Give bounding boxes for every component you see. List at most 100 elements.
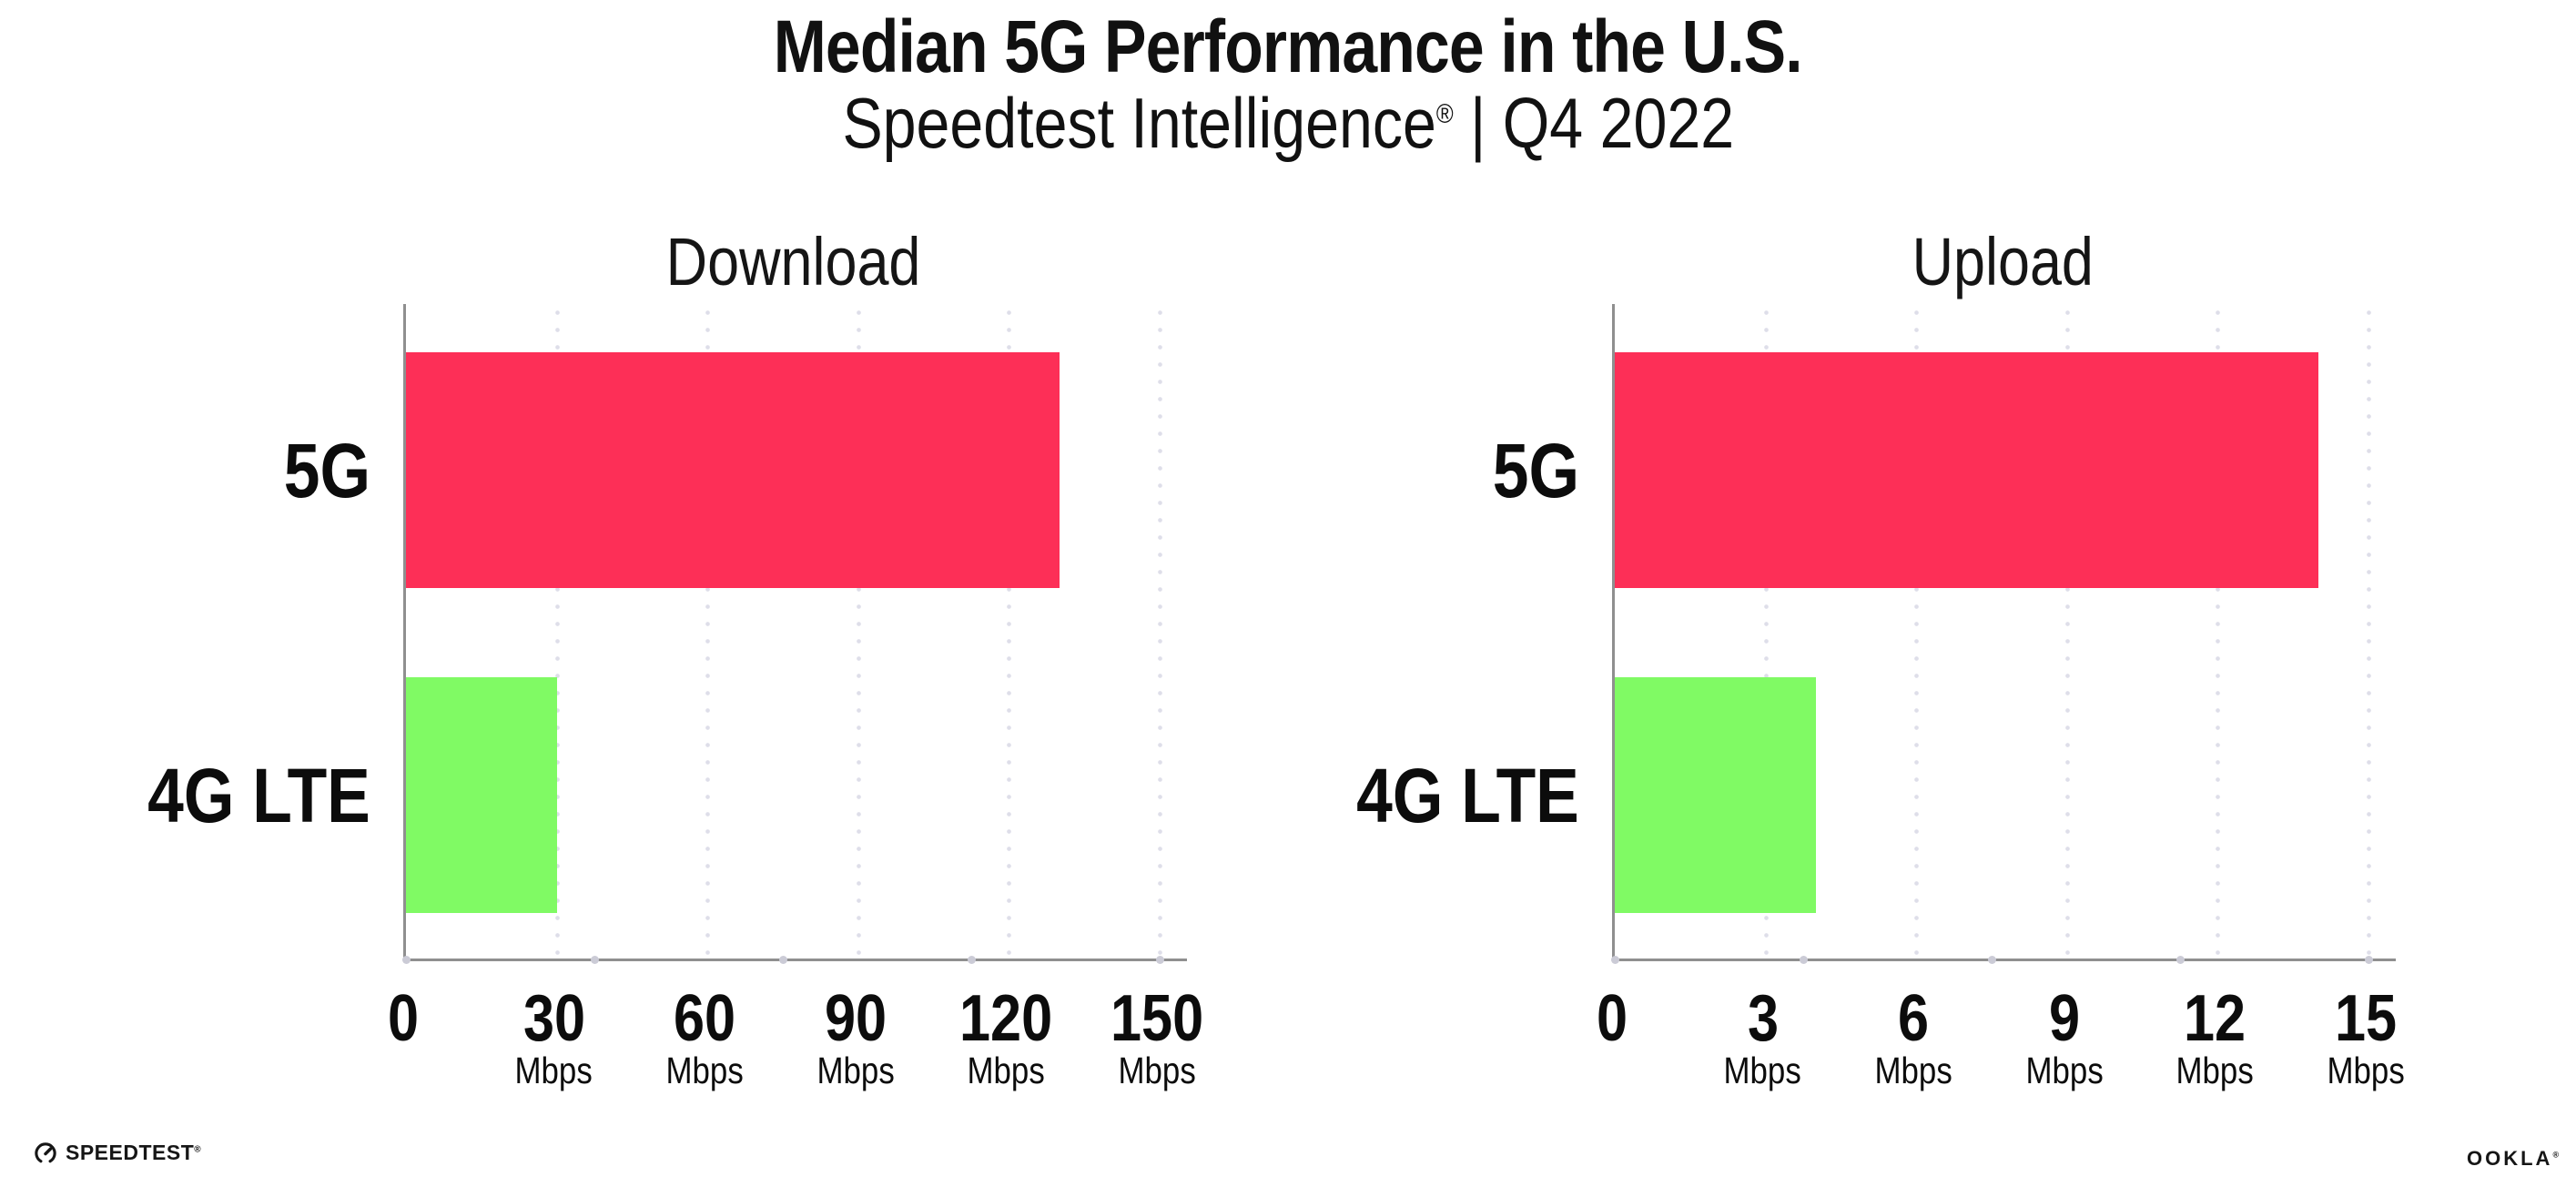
x-tick-unit-90: Mbps [774,1050,938,1090]
category-label-5g: 5G [0,416,370,525]
category-label-5g: 5G [1197,416,1579,525]
x-tick-unit-120: Mbps [924,1050,1088,1090]
page-title-text: Median 5G Performance in the U.S. [773,5,1803,88]
speedtest-wordmark-text: SPEEDTEST [66,1140,195,1164]
axis-tick-dot [1156,956,1164,964]
page-title: Median 5G Performance in the U.S. [0,5,2576,89]
axis-tick-dot [779,956,787,964]
x-tick-unit-9-text: Mbps [2025,1050,2104,1091]
x-tick-label-0: 0 [1530,985,1694,1052]
plot-area-download [402,304,1187,964]
x-tick-label-6: 6 [1831,985,1995,1052]
subtitle-period: | Q4 2022 [1453,83,1734,163]
registered-trademark-mark: ® [1435,99,1454,129]
gridline-60 [705,304,711,959]
speedtest-wordmark: SPEEDTEST® [66,1141,201,1165]
axis-tick-dot [1988,956,1996,964]
category-label-5g-text: 5G [283,428,370,513]
subtitle-brand: Speedtest Intelligence [842,83,1436,163]
x-tick-unit-6-text: Mbps [1874,1050,1952,1091]
x-tick-unit-3-text: Mbps [1723,1050,1802,1091]
ookla-wordmark-text: OOKLA [2467,1147,2553,1170]
x-tick-label-150: 150 [1075,985,1239,1052]
gridline-30 [554,304,560,959]
chart-title-upload-text: Upload [1912,224,2094,299]
chart-title-download-text: Download [666,224,921,299]
x-tick-unit-90-text: Mbps [816,1050,895,1091]
x-tick-unit-6: Mbps [1831,1050,1995,1090]
bar-4g-lte-download [406,677,557,913]
x-tick-label-120: 120 [924,985,1088,1052]
category-label-4g-lte: 4G LTE [1197,741,1579,850]
x-tick-label-90-text: 90 [824,982,887,1055]
x-tick-label-30: 30 [472,985,636,1052]
x-tick-unit-120-text: Mbps [967,1050,1045,1091]
x-tick-unit-30-text: Mbps [514,1050,593,1091]
x-tick-unit-3: Mbps [1681,1050,1845,1090]
download-chart-panel: Download 5G 4G LTE 0 30 Mbps 60 Mbps 90 Mbps 120 Mb… [147,0,1203,1197]
speedtest-registered-mark: ® [194,1143,202,1154]
x-tick-label-0-text: 0 [1596,982,1628,1055]
category-label-4g-lte: 4G LTE [0,741,370,850]
category-label-4g-lte-text: 4G LTE [1356,753,1579,838]
page-subtitle-text: Speedtest Intelligence® | Q4 2022 [842,84,1734,162]
x-tick-label-9-text: 9 [2048,982,2080,1055]
upload-chart-panel: Upload 5G 4G LTE 0 3 Mbps 6 Mbps 9 Mbps 12 Mbps 15 Mb… [1356,0,2404,1197]
x-tick-unit-150-text: Mbps [1118,1050,1196,1091]
gridline-3 [1763,304,1769,959]
axis-tick-dot [402,956,411,964]
category-label-5g-text: 5G [1492,428,1579,513]
category-label-4g-lte-text: 4G LTE [147,753,370,838]
axis-tick-dot [1611,956,1619,964]
x-tick-label-15: 15 [2284,985,2448,1052]
gridline-6 [1914,304,1920,959]
x-tick-label-12: 12 [2133,985,2297,1052]
x-tick-label-120-text: 120 [959,982,1053,1055]
bar-4g-lte-upload [1615,677,1816,913]
x-tick-label-0: 0 [321,985,485,1052]
bar-5g-upload [1615,352,2318,588]
plot-area-upload [1611,304,2396,964]
gridline-12 [2216,304,2221,959]
x-tick-unit-12-text: Mbps [2175,1050,2254,1091]
gridline-15 [2367,304,2371,959]
chart-title-download: Download [403,226,1184,299]
x-tick-unit-15-text: Mbps [2327,1050,2405,1091]
x-tick-label-9: 9 [1983,985,2146,1052]
ookla-logo: OOKLA® [2467,1147,2559,1171]
x-tick-label-60: 60 [623,985,786,1052]
x-tick-label-150-text: 150 [1110,982,1204,1055]
axis-tick-dot [591,956,599,964]
x-tick-unit-9: Mbps [1983,1050,2146,1090]
axis-tick-dot [968,956,976,964]
x-tick-label-6-text: 6 [1898,982,1930,1055]
x-tick-label-0-text: 0 [387,982,420,1055]
axis-tick-dot [2176,956,2185,964]
gridline-120 [1007,304,1012,959]
x-tick-label-60-text: 60 [674,982,736,1055]
x-tick-label-90: 90 [774,985,938,1052]
ookla-registered-mark: ® [2552,1150,2560,1160]
x-tick-unit-150: Mbps [1075,1050,1239,1090]
axis-tick-dot [2365,956,2373,964]
x-tick-label-3-text: 3 [1747,982,1779,1055]
x-tick-unit-30: Mbps [472,1050,636,1090]
speedtest-gauge-icon [35,1142,56,1163]
page-subtitle: Speedtest Intelligence® | Q4 2022 [0,84,2576,162]
gridline-90 [856,304,861,959]
chart-title-upload: Upload [1612,226,2393,299]
axis-tick-dot [1800,956,1808,964]
gridline-9 [2064,304,2070,959]
gridline-150 [1158,304,1162,959]
x-tick-unit-15: Mbps [2284,1050,2448,1090]
x-tick-unit-60-text: Mbps [665,1050,744,1091]
speedtest-logo: SPEEDTEST® [33,1140,201,1165]
x-tick-unit-12: Mbps [2133,1050,2297,1090]
bar-5g-download [406,352,1060,588]
x-tick-label-12-text: 12 [2184,982,2246,1055]
x-tick-label-15-text: 15 [2334,982,2398,1055]
x-tick-label-3: 3 [1681,985,1845,1052]
x-tick-unit-60: Mbps [623,1050,786,1090]
x-tick-label-30-text: 30 [522,982,585,1055]
